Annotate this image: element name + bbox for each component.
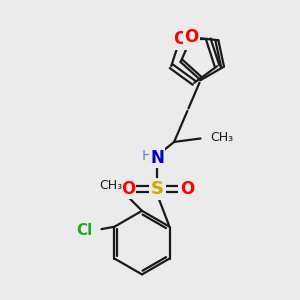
Text: O: O <box>184 28 199 46</box>
Text: N: N <box>150 149 164 167</box>
Text: CH₃: CH₃ <box>99 179 122 192</box>
Text: S: S <box>151 180 164 198</box>
Text: O: O <box>173 30 187 48</box>
Text: Cl: Cl <box>77 223 93 238</box>
Text: O: O <box>180 180 194 198</box>
Text: CH₃: CH₃ <box>210 131 233 144</box>
Text: O: O <box>121 180 135 198</box>
Text: H: H <box>142 149 152 163</box>
